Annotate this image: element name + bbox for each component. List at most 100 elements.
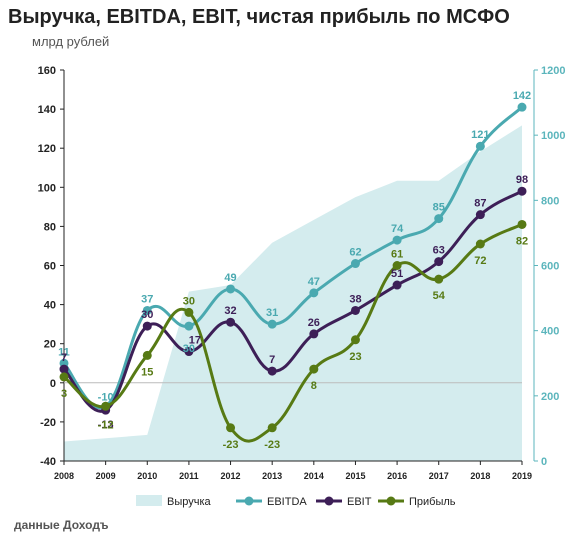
y-right-tick-label: 400 [541,326,559,338]
series-point-1 [350,259,360,269]
series-area-0 [64,125,522,462]
data-label-1: 142 [513,90,531,102]
series-point-3 [434,274,444,284]
data-label-2: 32 [224,305,236,317]
data-label-3: -23 [264,439,280,451]
series-point-1 [434,214,444,224]
data-label-1: 62 [349,247,361,259]
data-label-1: 47 [308,276,320,288]
series-point-2 [309,329,319,339]
chart-subtitle: млрд рублей [32,34,110,49]
series-point-3 [517,219,527,229]
x-tick-label: 2012 [221,471,241,481]
series-point-3 [267,423,277,433]
data-label-3: 8 [311,380,317,392]
data-label-3: 54 [433,290,446,302]
data-label-1: 74 [391,223,404,235]
series-point-3 [350,335,360,345]
data-label-2: 38 [349,293,361,305]
legend-swatch [136,495,162,506]
series-line-1 [62,106,524,410]
y-left-tick-label: -40 [40,456,56,468]
series-point-2 [267,366,277,376]
data-label-2: 87 [474,198,486,210]
x-tick-label: 2013 [262,471,282,481]
series-point-2 [59,364,69,374]
x-tick-label: 2014 [304,471,324,481]
data-label-1: 49 [224,272,236,284]
y-left-tick-label: 100 [38,182,56,194]
x-tick-label: 2010 [137,471,157,481]
legend-item-3: Прибыль [378,496,456,508]
series-point-1 [517,102,527,112]
x-tick-label: 2018 [470,471,490,481]
x-tick-label: 2017 [429,471,449,481]
data-label-1: 37 [141,293,153,305]
source-note: данные Доходъ [14,518,109,532]
legend-marker [386,496,396,506]
series-point-2 [350,305,360,315]
data-label-2: 17 [189,335,201,347]
series-point-3 [142,350,152,360]
series-point-3 [392,261,402,270]
data-label-2: 7 [269,354,275,366]
x-tick-label: 2008 [54,471,74,481]
y-left-tick-label: 160 [38,65,56,77]
y-right-tick-label: 800 [541,195,559,207]
data-label-2: -13 [98,419,114,431]
legend-label: Выручка [167,496,212,508]
y-right-tick-label: 1200 [541,65,565,77]
series-point-1 [392,235,402,245]
legend-label: EBIT [347,496,372,508]
legend-marker [244,496,254,506]
data-label-3: 61 [391,249,403,261]
legend-item-2: EBIT [316,496,372,508]
data-label-2: 30 [141,309,153,321]
x-tick-label: 2015 [345,471,365,481]
y-left-tick-label: 80 [44,221,56,233]
y-left-tick-label: 0 [50,378,56,390]
series-point-1 [309,288,319,298]
legend-marker [324,496,334,506]
series-point-1 [475,141,485,151]
y-left-tick-label: 40 [44,300,56,312]
data-label-1: 85 [433,202,445,214]
legend-label: EBITDA [267,496,307,508]
data-label-3: 3 [61,388,67,400]
series-point-2 [517,186,527,196]
y-left-tick-label: 140 [38,104,56,116]
series-point-2 [434,257,444,267]
series-point-3 [184,307,194,317]
data-label-1: 30 [183,343,195,355]
y-right-tick-label: 600 [541,261,559,273]
series-point-2 [142,321,152,331]
data-label-3: -23 [223,439,239,451]
data-label-3: -12 [98,419,114,431]
series-point-1 [226,284,236,294]
data-label-2: 63 [433,245,445,257]
data-label-3: 23 [349,351,361,363]
data-label-2: 26 [308,317,320,329]
y-left-tick-label: -20 [40,417,56,429]
legend-label: Прибыль [409,496,456,508]
data-label-1: -10 [98,391,114,403]
series-point-3 [226,423,236,433]
series-point-3 [101,401,111,411]
series-point-3 [59,372,69,382]
series-point-2 [475,210,485,220]
legend-item-0: Выручка [136,495,212,508]
data-label-1: 31 [266,307,278,319]
x-tick-label: 2009 [96,471,116,481]
x-tick-label: 2019 [512,471,532,481]
data-label-1: 11 [58,346,70,358]
series-point-3 [309,364,319,374]
chart-title: Выручка, EBITDA, EBIT, чистая прибыль по… [8,6,510,28]
data-label-3: 15 [141,366,153,378]
y-right-tick-label: 1000 [541,130,565,142]
series-point-1 [142,305,152,315]
y-left-tick-label: 60 [44,261,56,273]
data-label-3: 30 [183,295,195,307]
data-label-2: 98 [516,174,528,186]
y-right-tick-label: 0 [541,456,547,468]
